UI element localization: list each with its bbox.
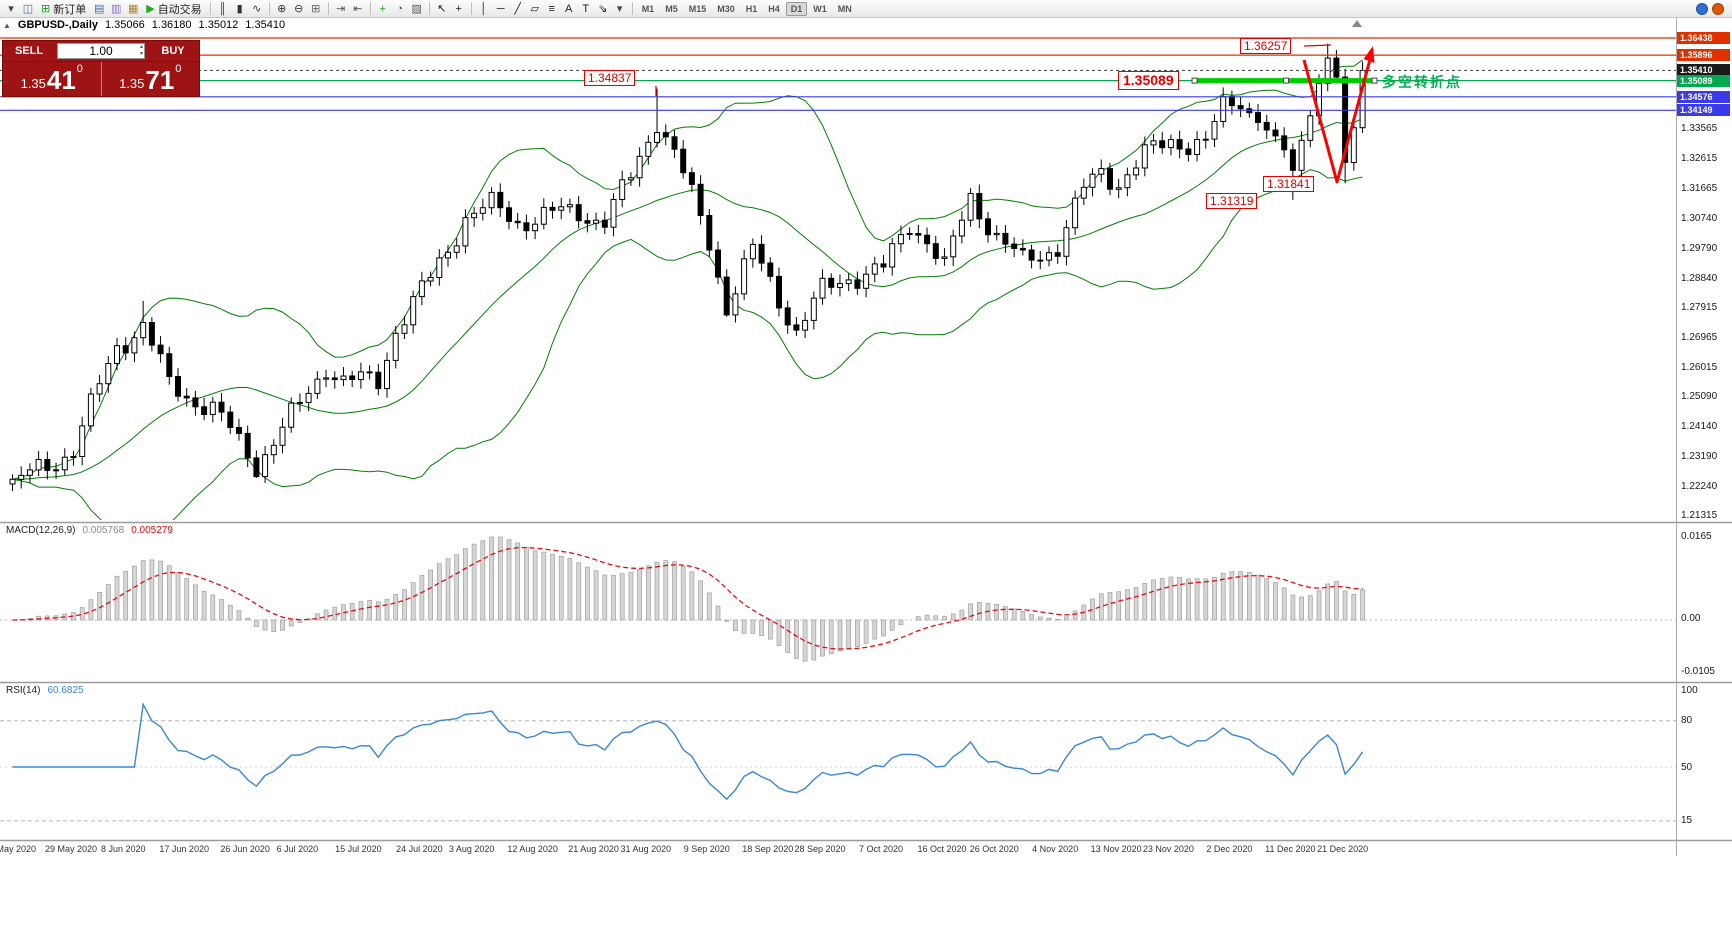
timeframe-w1-button[interactable]: W1 — [813, 3, 827, 14]
timeframe-m15-button[interactable]: M15 — [688, 3, 707, 14]
buy-button[interactable]: BUY — [147, 41, 199, 61]
sell-price-pips: 41 — [46, 65, 76, 95]
timeframe-d1-button[interactable]: D1 — [785, 1, 808, 16]
arrows-tool-icon[interactable]: ⇘ — [598, 2, 608, 15]
text-icon[interactable]: A — [565, 2, 573, 15]
tile-windows-icon[interactable]: ⊞ — [311, 2, 321, 15]
navigator-icon[interactable]: ▥ — [111, 2, 122, 15]
toolbar-separator — [631, 2, 633, 15]
toolbar-separator — [209, 2, 211, 15]
market-watch-icon[interactable]: ▤ — [94, 2, 105, 15]
trendline-icon[interactable]: ╱ — [514, 2, 521, 15]
bar-chart-icon[interactable]: ║ — [218, 2, 227, 15]
sell-price-base: 1.35 — [20, 76, 46, 91]
auto-scroll-icon[interactable]: ⇥ — [336, 2, 346, 15]
help-icon[interactable] — [1696, 2, 1708, 15]
zoom-in-icon[interactable]: ⊕ — [277, 2, 287, 15]
lot-size-field[interactable]: 1.00 ▴ ▾ — [57, 43, 145, 59]
buy-price-base: 1.35 — [119, 76, 145, 91]
lot-stepper[interactable]: ▴ ▾ — [140, 44, 143, 58]
fibonacci-icon[interactable]: ≡ — [548, 2, 555, 15]
horizontal-line-icon[interactable]: ─ — [496, 2, 505, 15]
new-order-button[interactable]: ⊞ 新订单 — [37, 1, 90, 17]
timeframe-h4-button[interactable]: H4 — [768, 3, 780, 14]
toolbar-separator — [428, 2, 430, 15]
one-click-trading-panel: SELL 1.00 ▴ ▾ BUY 1.35 41 0 1.35 71 0 — [2, 40, 200, 97]
lot-size-value: 1.00 — [89, 44, 113, 58]
periods-icon[interactable]: ◔ — [396, 2, 404, 15]
buy-price[interactable]: 1.35 71 0 — [102, 62, 200, 96]
indicators-icon[interactable]: + — [379, 2, 386, 15]
new-order-button-label: 新订单 — [53, 3, 87, 16]
new-order-button-icon: ⊞ — [41, 3, 51, 15]
vertical-line-icon[interactable]: │ — [480, 2, 488, 15]
toolbar-separator — [369, 2, 371, 15]
sell-button[interactable]: SELL — [3, 41, 55, 61]
timeframe-m30-button[interactable]: M30 — [717, 3, 735, 14]
timeframe-h1-button[interactable]: H1 — [745, 3, 758, 14]
alerts-icon[interactable] — [1712, 2, 1724, 15]
lot-increase-icon[interactable]: ▴ — [139, 44, 143, 50]
toolbar-separator — [268, 2, 270, 15]
toolbar: ▾ ◫ ⊞ 新订单 ▤ ▥ ▦ ▶ 自动交易 ║ ▮ ∿ ⊕ ⊖ ⊞ ⇥ ⇤ + ◔ ▨ ↖ + │ ─ ╱ ▱ ≡ A T ⇘ ▾ M1 M5… — [0, 0, 1732, 18]
crosshair-icon[interactable]: + — [455, 2, 462, 15]
autotrade-button-label: 自动交易 — [157, 3, 202, 16]
chart-list-dropdown-icon[interactable]: ▾ — [8, 2, 14, 15]
chart-shift-icon[interactable]: ⇤ — [353, 2, 363, 15]
line-chart-icon[interactable]: ∿ — [252, 2, 262, 15]
more-tools-dropdown-icon[interactable]: ▾ — [616, 2, 623, 15]
sell-price-point: 0 — [76, 63, 83, 75]
autotrade-button[interactable]: ▶ 自动交易 — [142, 1, 205, 17]
templates-icon[interactable]: ▨ — [411, 2, 422, 15]
toolbar-right-icons — [1696, 2, 1729, 15]
buy-price-point: 0 — [175, 63, 182, 75]
sell-price[interactable]: 1.35 41 0 — [3, 62, 101, 96]
chart-window-icon[interactable]: ◫ — [22, 2, 34, 15]
text-label-icon[interactable]: T — [582, 2, 590, 15]
timeframe-m5-button[interactable]: M5 — [665, 3, 678, 14]
buy-price-pips: 71 — [145, 65, 175, 95]
toolbar-separator — [327, 2, 329, 15]
cursor-icon[interactable]: ↖ — [437, 2, 447, 15]
toolbar-separator — [470, 2, 472, 15]
timeframe-mn-button[interactable]: MN — [837, 3, 852, 14]
zoom-out-icon[interactable]: ⊖ — [294, 2, 304, 15]
price-divider — [100, 62, 102, 96]
terminal-icon[interactable]: ▦ — [128, 2, 139, 15]
autotrade-button-icon: ▶ — [146, 3, 155, 15]
candlestick-chart-icon[interactable]: ▮ — [236, 2, 243, 15]
timeframe-m1-button[interactable]: M1 — [641, 3, 655, 14]
lot-decrease-icon[interactable]: ▾ — [139, 51, 143, 57]
equidistant-channel-icon[interactable]: ▱ — [530, 2, 539, 15]
